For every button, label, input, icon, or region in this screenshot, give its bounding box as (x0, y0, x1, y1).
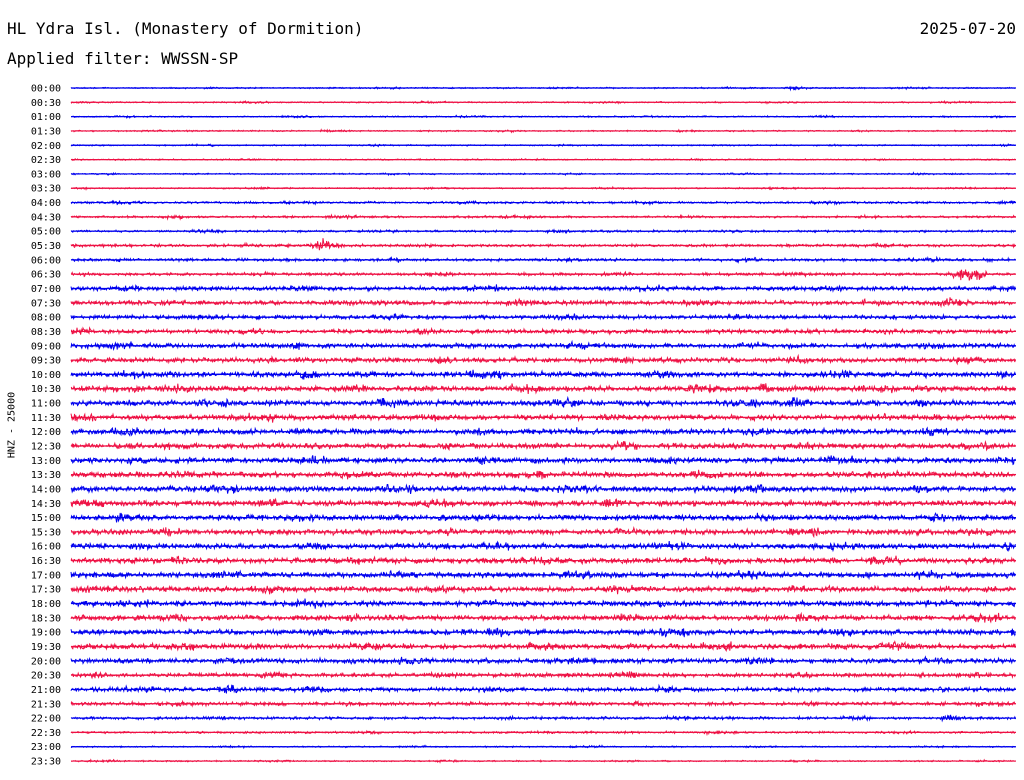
trace-row (70, 627, 1016, 638)
row-time-label: 23:30 (31, 757, 61, 768)
row-time-label: 09:00 (31, 341, 61, 352)
row-time-label: 18:00 (31, 599, 61, 610)
row-time-label: 11:00 (31, 399, 61, 410)
row-time-label: 19:00 (31, 628, 61, 639)
trace-row (70, 269, 1016, 281)
trace-row (70, 238, 1016, 251)
row-time-label: 14:00 (31, 484, 61, 495)
row-time-label: 15:00 (31, 513, 61, 524)
row-time-label: 08:00 (31, 313, 61, 324)
row-time-label: 00:30 (31, 98, 61, 109)
plot-date: 2025-07-20 (919, 19, 1016, 38)
row-time-label: 13:30 (31, 470, 61, 481)
station-title: HL Ydra Isl. (Monastery of Dormition) (7, 19, 364, 38)
row-time-label: 12:00 (31, 427, 61, 438)
row-time-label: 22:30 (31, 728, 61, 739)
row-time-label: 02:30 (31, 155, 61, 166)
row-time-label: 00:00 (31, 84, 61, 95)
row-time-label: 16:30 (31, 556, 61, 567)
row-time-label: 02:00 (31, 141, 61, 152)
row-time-label: 12:30 (31, 442, 61, 453)
row-time-label: 17:00 (31, 570, 61, 581)
row-time-label: 20:00 (31, 656, 61, 667)
row-time-label: 13:00 (31, 456, 61, 467)
row-time-label: 22:00 (31, 714, 61, 725)
row-time-label: 05:30 (31, 241, 61, 252)
row-time-label: 03:30 (31, 184, 61, 195)
row-time-label: 21:30 (31, 699, 61, 710)
trace-row (70, 297, 1016, 309)
row-time-label: 07:30 (31, 298, 61, 309)
trace-row (70, 598, 1016, 609)
row-time-label: 20:30 (31, 671, 61, 682)
trace-row (70, 584, 1016, 595)
row-time-label: 08:30 (31, 327, 61, 338)
row-time-label: 14:30 (31, 499, 61, 510)
row-time-label: 05:00 (31, 227, 61, 238)
row-time-label: 04:30 (31, 212, 61, 223)
row-time-label: 10:30 (31, 384, 61, 395)
row-time-label: 16:00 (31, 542, 61, 553)
row-time-label: 01:00 (31, 112, 61, 123)
row-time-label: 04:00 (31, 198, 61, 209)
row-time-label: 18:30 (31, 613, 61, 624)
row-time-label: 07:00 (31, 284, 61, 295)
row-time-label: 01:30 (31, 126, 61, 137)
row-time-label: 23:00 (31, 742, 61, 753)
trace-row (70, 540, 1016, 553)
row-time-label: 15:30 (31, 527, 61, 538)
row-time-label: 06:00 (31, 255, 61, 266)
row-time-label: 17:30 (31, 585, 61, 596)
row-time-label: 11:30 (31, 413, 61, 424)
row-time-label: 09:30 (31, 356, 61, 367)
row-time-label: 06:30 (31, 270, 61, 281)
row-time-label: 10:00 (31, 370, 61, 381)
trace-row (70, 383, 1016, 395)
row-time-label: 03:00 (31, 169, 61, 180)
row-time-label: 19:30 (31, 642, 61, 653)
filter-label: Applied filter: WWSSN-SP (7, 49, 239, 68)
row-time-label: 21:00 (31, 685, 61, 696)
